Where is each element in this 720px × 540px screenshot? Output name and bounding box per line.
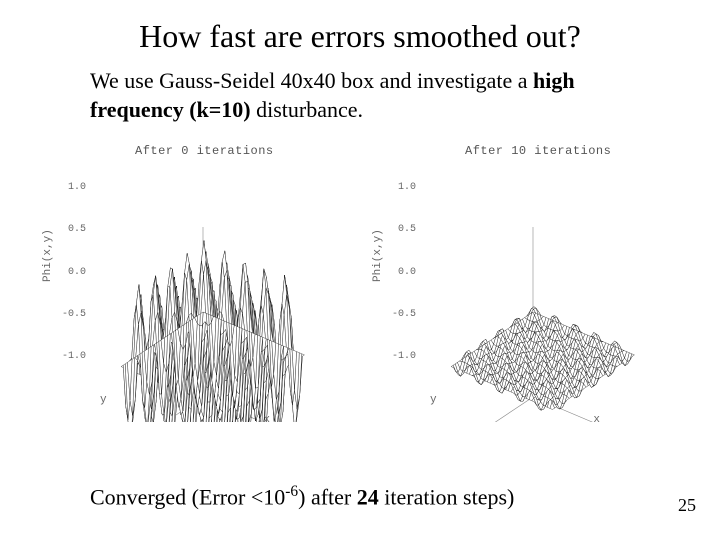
subtitle-pre: We use Gauss-Seidel 40x40 box and invest…: [90, 68, 533, 93]
subtitle-post: disturbance.: [251, 97, 363, 122]
left-surface-svg: [88, 162, 338, 422]
page-title: How fast are errors smoothed out?: [0, 0, 720, 67]
subtitle: We use Gauss-Seidel 40x40 box and invest…: [0, 67, 720, 134]
right-x-axis-label: x: [593, 414, 600, 426]
z-tick: 0.5: [68, 224, 86, 235]
footer-post: iteration steps): [379, 484, 515, 509]
z-tick: 0.0: [398, 267, 416, 278]
z-tick: 1.0: [398, 182, 416, 193]
right-y-axis-label: y: [430, 394, 437, 406]
right-surface-plot: After 10 iterations Phi(x,y) 1.0 0.5 0.0 -0…: [370, 142, 680, 432]
page-number: 25: [678, 495, 696, 516]
footer-mid: ) after: [298, 484, 357, 509]
z-tick: 1.0: [68, 182, 86, 193]
left-z-ticks: 1.0 0.5 0.0 -0.5 -1.0: [58, 182, 86, 362]
z-tick: -0.5: [392, 309, 416, 320]
right-surface-svg: [418, 162, 668, 422]
left-x-axis-label: x: [263, 414, 270, 426]
charts-row: After 0 iterations Phi(x,y) 1.0 0.5 0.0 -0.…: [0, 134, 720, 432]
footer-sup: -6: [285, 483, 298, 500]
left-z-axis-label: Phi(x,y): [42, 229, 54, 282]
left-plot-caption: After 0 iterations: [135, 144, 274, 158]
right-plot-caption: After 10 iterations: [465, 144, 611, 158]
footer-bold: 24: [357, 484, 379, 509]
right-z-axis-label: Phi(x,y): [372, 229, 384, 282]
left-surface-plot: After 0 iterations Phi(x,y) 1.0 0.5 0.0 -0.…: [40, 142, 350, 432]
footer-pre: Converged (Error <10: [90, 484, 285, 509]
z-tick: 0.5: [398, 224, 416, 235]
z-tick: -1.0: [392, 351, 416, 362]
z-tick: -1.0: [62, 351, 86, 362]
z-tick: 0.0: [68, 267, 86, 278]
left-y-axis-label: y: [100, 394, 107, 406]
z-tick: -0.5: [62, 309, 86, 320]
footer-text: Converged (Error <10-6) after 24 iterati…: [0, 483, 720, 510]
right-z-ticks: 1.0 0.5 0.0 -0.5 -1.0: [388, 182, 416, 362]
